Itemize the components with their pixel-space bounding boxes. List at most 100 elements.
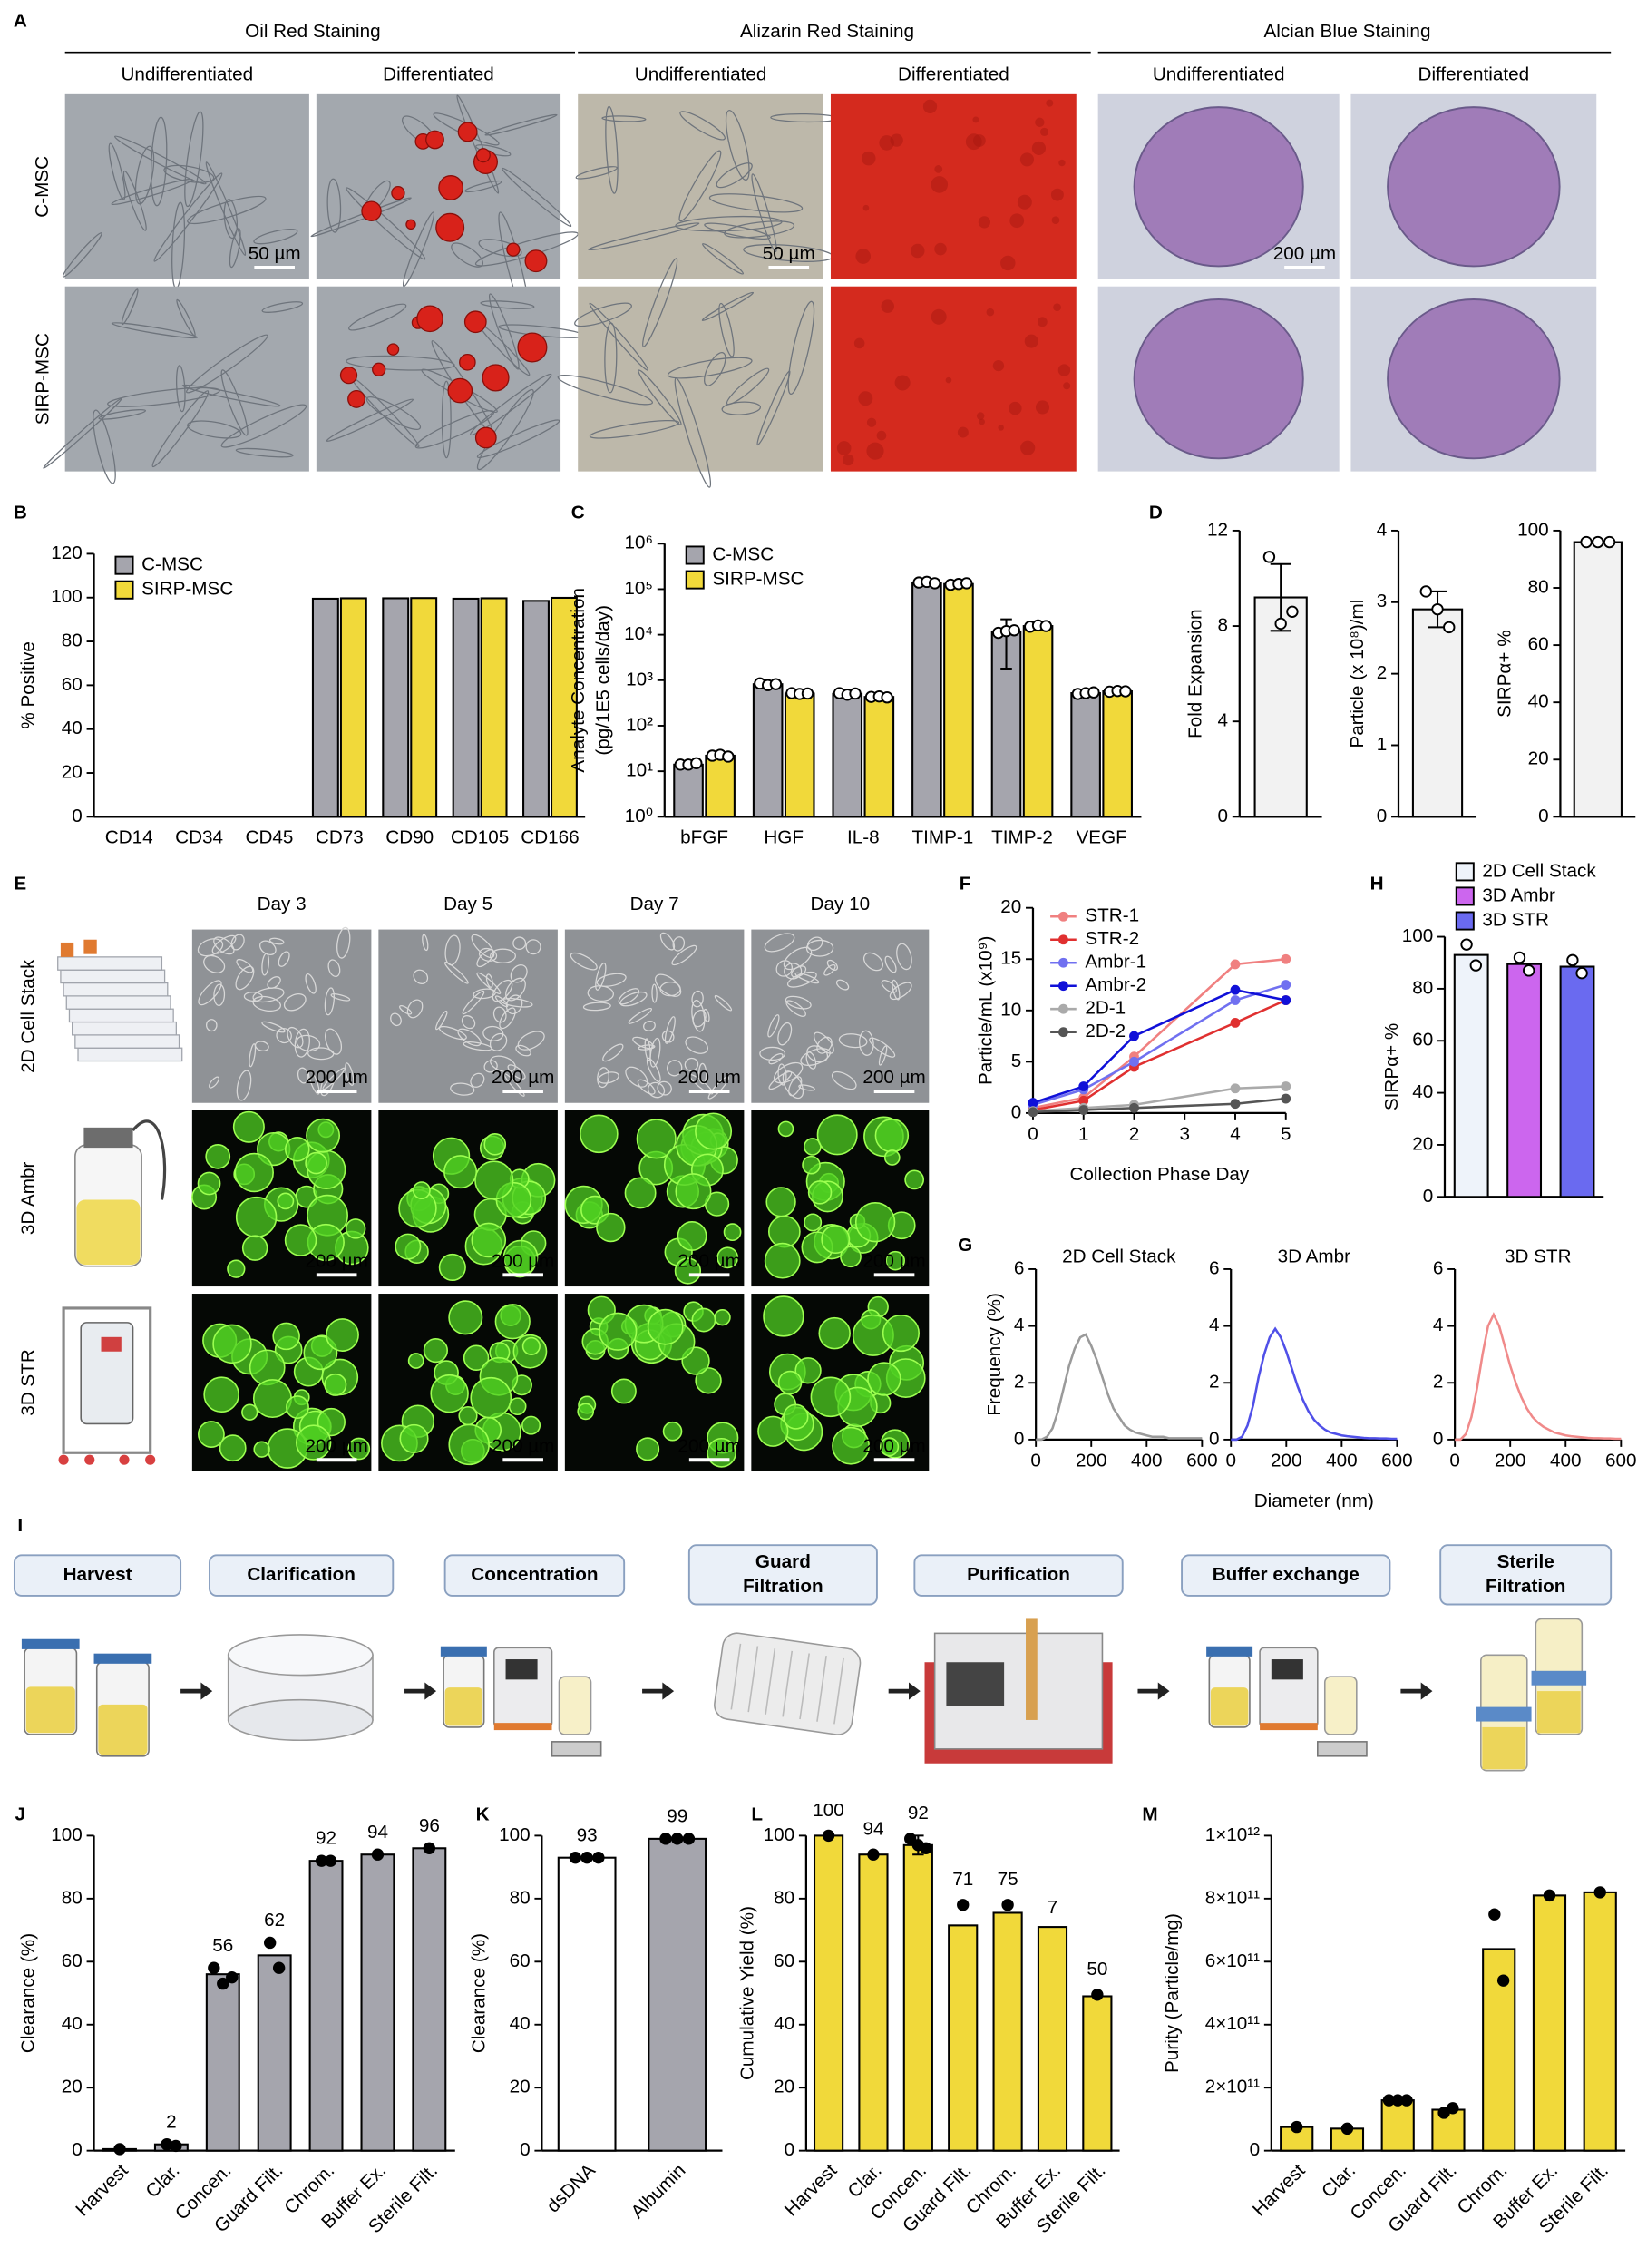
spheroid bbox=[234, 1152, 274, 1193]
spheroid bbox=[423, 1338, 449, 1364]
bar bbox=[1082, 1995, 1113, 2152]
y-tick-label: 20 bbox=[1528, 748, 1549, 769]
cell-outline bbox=[589, 302, 649, 371]
data-point bbox=[1580, 535, 1593, 549]
lipid-droplet bbox=[391, 186, 405, 200]
cell-outline bbox=[413, 969, 429, 984]
y-tick-label: 100 bbox=[51, 1824, 83, 1845]
spheroid bbox=[810, 1376, 852, 1418]
cell-outline bbox=[601, 115, 647, 122]
x-tick-label: 0 bbox=[1028, 1123, 1038, 1144]
data-point bbox=[1488, 1908, 1501, 1921]
stain-spot bbox=[945, 376, 952, 384]
y-tick-label: 5 bbox=[1011, 1051, 1022, 1071]
bar bbox=[360, 1853, 395, 2152]
cell-outline bbox=[492, 1006, 507, 1023]
y-tick-label: 4×10¹¹ bbox=[1205, 2013, 1260, 2034]
spheroid bbox=[783, 1403, 809, 1430]
series-line bbox=[1036, 1333, 1203, 1442]
bar bbox=[1482, 1948, 1516, 2152]
bar bbox=[311, 597, 339, 818]
bar bbox=[1037, 1926, 1068, 2152]
scale-bar-label: 200 µm bbox=[492, 1067, 554, 1088]
plate-grid bbox=[816, 1656, 827, 1722]
cell-outline bbox=[450, 1082, 475, 1096]
annotation: 71 bbox=[952, 1869, 973, 1890]
value-label: 2 bbox=[166, 2111, 177, 2132]
stain-spot bbox=[1024, 334, 1038, 348]
y-tick-label: 10³ bbox=[626, 669, 653, 689]
spheroid bbox=[904, 1169, 925, 1190]
x-tick-label: CD73 bbox=[316, 827, 364, 848]
wheel bbox=[145, 1454, 156, 1465]
stack-layer bbox=[77, 1047, 183, 1062]
cell-outline bbox=[213, 983, 226, 1007]
wheel bbox=[58, 1454, 69, 1465]
spheroid bbox=[794, 1357, 822, 1384]
stain-spot bbox=[931, 308, 947, 325]
stain-spot bbox=[855, 249, 872, 264]
x-tick-label: IL-8 bbox=[847, 827, 880, 848]
cell-outline bbox=[489, 1032, 508, 1051]
cell-outline bbox=[835, 979, 850, 991]
spheroid bbox=[407, 1353, 424, 1369]
cell-outline bbox=[254, 1041, 269, 1051]
cell-outline bbox=[805, 939, 834, 957]
cell-outline bbox=[725, 109, 750, 181]
lipid-droplet bbox=[517, 332, 548, 363]
cell-outline bbox=[667, 1060, 683, 1077]
stain-spot bbox=[1000, 255, 1016, 271]
micrograph bbox=[64, 93, 309, 279]
scale bbox=[1317, 1741, 1368, 1757]
column-label: Differentiated bbox=[1418, 64, 1530, 85]
line-marker bbox=[1281, 995, 1291, 1005]
spheroid bbox=[807, 1180, 833, 1205]
cell-outline bbox=[220, 404, 307, 448]
cell-outline bbox=[646, 1057, 661, 1083]
spheroid bbox=[395, 1233, 422, 1260]
micrograph bbox=[751, 929, 930, 1103]
spheroid bbox=[674, 1257, 702, 1285]
spheroid bbox=[448, 1300, 483, 1335]
spheroid bbox=[232, 1110, 265, 1143]
pump-base bbox=[1260, 1723, 1318, 1731]
cell-outline bbox=[261, 953, 270, 976]
legend-label: 2D-1 bbox=[1085, 998, 1126, 1019]
line-marker bbox=[1078, 1081, 1089, 1091]
stain-spot bbox=[1057, 364, 1071, 376]
cell-outline bbox=[267, 976, 281, 989]
bar bbox=[1506, 963, 1543, 1198]
cartilage-pellet bbox=[1387, 106, 1561, 268]
spheroid bbox=[347, 1437, 371, 1461]
y-tick-label: 20 bbox=[1412, 1133, 1433, 1154]
legend-marker bbox=[1058, 1003, 1068, 1014]
spheroid bbox=[716, 1246, 739, 1269]
y-tick-label: 4 bbox=[1433, 1315, 1444, 1335]
stack-layer bbox=[68, 1008, 174, 1023]
spheroid bbox=[677, 1221, 707, 1251]
stain-spot bbox=[978, 216, 990, 229]
data-point bbox=[1431, 602, 1444, 616]
line-marker bbox=[1028, 1098, 1038, 1109]
stain-spot bbox=[976, 412, 985, 420]
cap bbox=[83, 939, 97, 954]
y-tick-label: 0 bbox=[1423, 1186, 1434, 1207]
spheroid bbox=[802, 1155, 821, 1175]
stain-spot bbox=[1035, 117, 1045, 127]
bar bbox=[911, 582, 942, 818]
series-line bbox=[1231, 1326, 1398, 1442]
spheroid bbox=[821, 1225, 851, 1255]
filter-band bbox=[1531, 1670, 1587, 1686]
stack-layer bbox=[60, 969, 166, 984]
cell-outline bbox=[223, 199, 239, 240]
data-point bbox=[592, 1852, 605, 1864]
column-label: Day 3 bbox=[258, 894, 307, 914]
y-tick-label: 20 bbox=[62, 2077, 83, 2097]
x-tick-label: CD105 bbox=[451, 827, 509, 848]
lipid-droplet bbox=[474, 426, 497, 449]
value-label: 56 bbox=[212, 1935, 233, 1956]
stain-spot bbox=[1037, 317, 1048, 327]
data-point bbox=[659, 1833, 672, 1845]
cell-outline bbox=[667, 357, 753, 379]
